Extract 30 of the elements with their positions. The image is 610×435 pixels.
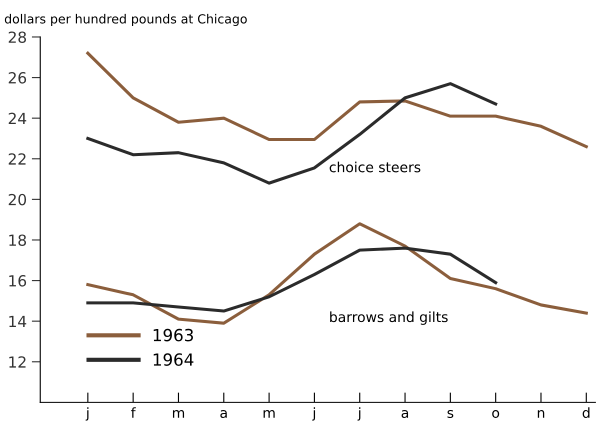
x-tick-label: a (402, 410, 408, 418)
x-tick-label: s (447, 410, 454, 418)
line-series (86, 52, 588, 148)
y-tick-label: 24 (8, 112, 26, 124)
x-tick-label: j (312, 407, 316, 421)
x-tick-label: m (172, 410, 184, 418)
x-tick-label: m (264, 410, 275, 418)
line-series (86, 82, 498, 185)
y-tick-label: 26 (8, 72, 26, 84)
line-series (86, 246, 498, 313)
y-tick-label: 18 (9, 234, 26, 246)
annotation: barrows and gilts (330, 311, 448, 325)
x-tick-label: d (582, 407, 590, 418)
y-tick-label: 28 (8, 31, 26, 43)
x-tick-label: j (358, 407, 360, 421)
y-axis-title: dollars per hundred pounds at Chicago (4, 14, 247, 26)
y-tick-label: 22 (8, 153, 26, 165)
legend-label: 1964 (154, 353, 194, 366)
y-tick-label: 20 (8, 194, 26, 206)
annotation: choice steers (330, 162, 420, 172)
y-tick-label: 16 (9, 275, 26, 287)
y-tick-label: 12 (9, 356, 26, 368)
line-series (86, 222, 588, 325)
x-tick-label: n (538, 410, 544, 418)
x-tick-label: a (220, 410, 227, 418)
x-tick-label: j (86, 407, 88, 421)
x-tick-label: o (492, 410, 500, 418)
y-tick-label: 14 (9, 316, 26, 327)
x-tick-label: f (131, 407, 136, 418)
legend-label: 1963 (154, 328, 193, 342)
